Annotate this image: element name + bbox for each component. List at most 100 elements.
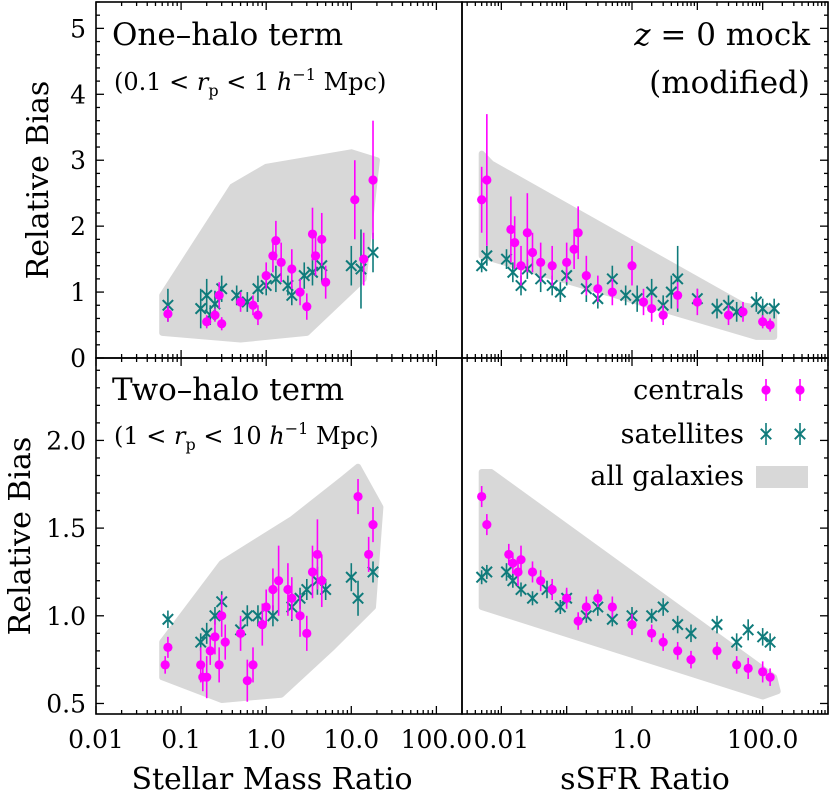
centrals-point (283, 584, 293, 595)
satellites-point (645, 286, 658, 298)
centrals-point (522, 228, 532, 238)
x-tick-label: 1.0 (246, 725, 286, 754)
panel-frames (95, 1, 829, 715)
satellites-point (619, 289, 632, 302)
centrals-point (302, 301, 312, 312)
centrals-point (765, 672, 775, 682)
centrals-point (658, 637, 668, 647)
centrals-point (295, 287, 305, 297)
satellites-point-stroke (554, 286, 567, 298)
satellites-point-stroke (606, 613, 619, 626)
y-tick-label: 0.5 (46, 689, 86, 718)
satellites-point-stroke (200, 289, 213, 302)
centrals-point (368, 520, 378, 530)
xlabel-right: sSFR Ratio (560, 762, 730, 797)
x-tick-label: 0.01 (473, 725, 529, 754)
centrals-point (482, 175, 492, 185)
centrals-point (257, 619, 267, 630)
x-tick-label: 0.1 (161, 725, 201, 754)
legend-satellites-marker (794, 428, 806, 440)
xlabel-left: Stellar Mass Ratio (131, 762, 412, 797)
centrals-point (758, 317, 768, 327)
satellites-point (252, 609, 264, 622)
satellites-point-stroke (730, 636, 743, 649)
centrals-point (287, 593, 297, 603)
x-tick-label: 100.0 (401, 725, 473, 754)
centrals-point (248, 300, 258, 310)
satellites-point (685, 627, 697, 640)
satellites-point-stroke (269, 272, 282, 285)
satellites-point (756, 630, 769, 643)
series-centrals (477, 114, 775, 332)
centrals-point (732, 660, 742, 670)
satellites-point-stroke (241, 609, 254, 622)
satellites-point-stroke (252, 609, 264, 622)
centrals-point (593, 593, 603, 603)
centrals-point (569, 244, 579, 254)
centrals-point (627, 619, 637, 630)
series-satellites (475, 245, 781, 322)
satellites-point (367, 566, 379, 578)
legend-all-galaxies-patch (756, 466, 808, 488)
satellites-point-stroke (194, 302, 207, 315)
satellites-point-stroke (241, 296, 254, 308)
centrals-point (647, 628, 657, 638)
centrals-point (477, 491, 487, 502)
centrals-point (765, 320, 775, 330)
centrals-point (658, 310, 668, 320)
centrals-point (482, 520, 492, 530)
centrals-point (359, 254, 369, 264)
satellites-point (515, 583, 527, 596)
centrals-point (302, 628, 312, 638)
centrals-point (202, 672, 212, 682)
satellites-point (480, 249, 493, 262)
centrals-point (527, 247, 538, 258)
satellites-point (506, 266, 519, 279)
satellites-point (352, 592, 364, 605)
satellites-point-stroke (764, 636, 777, 649)
series-centrals (163, 120, 378, 331)
centrals-point (271, 236, 281, 246)
satellites-point-stroke (367, 566, 379, 578)
legend-label: satellites (621, 419, 744, 450)
all-galaxies-region (478, 469, 781, 700)
centrals-point (573, 616, 583, 626)
y-tick-label: 2.0 (46, 426, 86, 455)
satellites-point-stroke (480, 566, 493, 578)
centrals-point (268, 584, 278, 595)
y-tick-label: 1.5 (46, 514, 86, 543)
satellites-point (480, 566, 493, 578)
centrals-point (743, 663, 753, 674)
satellites-point (526, 592, 539, 605)
centrals-point (235, 297, 246, 307)
satellites-point-stroke (546, 279, 559, 292)
satellites-point (730, 636, 743, 649)
satellites-point-stroke (645, 286, 658, 298)
satellites-point (768, 302, 781, 315)
centrals-point (673, 646, 683, 656)
satellites-point-stroke (506, 266, 519, 279)
centrals-point (506, 224, 516, 235)
centrals-point (253, 310, 263, 320)
satellites-point (711, 618, 723, 631)
satellites-point-stroke (200, 627, 213, 640)
satellites-point-stroke (500, 566, 513, 578)
satellites-point-stroke (500, 253, 513, 266)
centrals-point (508, 558, 518, 568)
legend-entry-satellites: satellites (621, 419, 806, 450)
x-tick-label: 10.0 (323, 725, 379, 754)
satellites-point-stroke (162, 299, 174, 312)
centrals-point (307, 567, 318, 577)
satellites-point-stroke (768, 302, 781, 315)
centrals-point (317, 234, 327, 244)
centrals-point (295, 611, 305, 621)
ylabel-top: Relative Bias (21, 81, 56, 280)
satellites-point-stroke (267, 609, 279, 622)
centrals-point (214, 660, 224, 670)
centrals-point (573, 228, 583, 238)
satellites-point (764, 636, 777, 649)
satellites-point-stroke (685, 627, 697, 640)
legend-satellites-marker-stroke (760, 428, 772, 440)
centrals-point (160, 660, 170, 670)
